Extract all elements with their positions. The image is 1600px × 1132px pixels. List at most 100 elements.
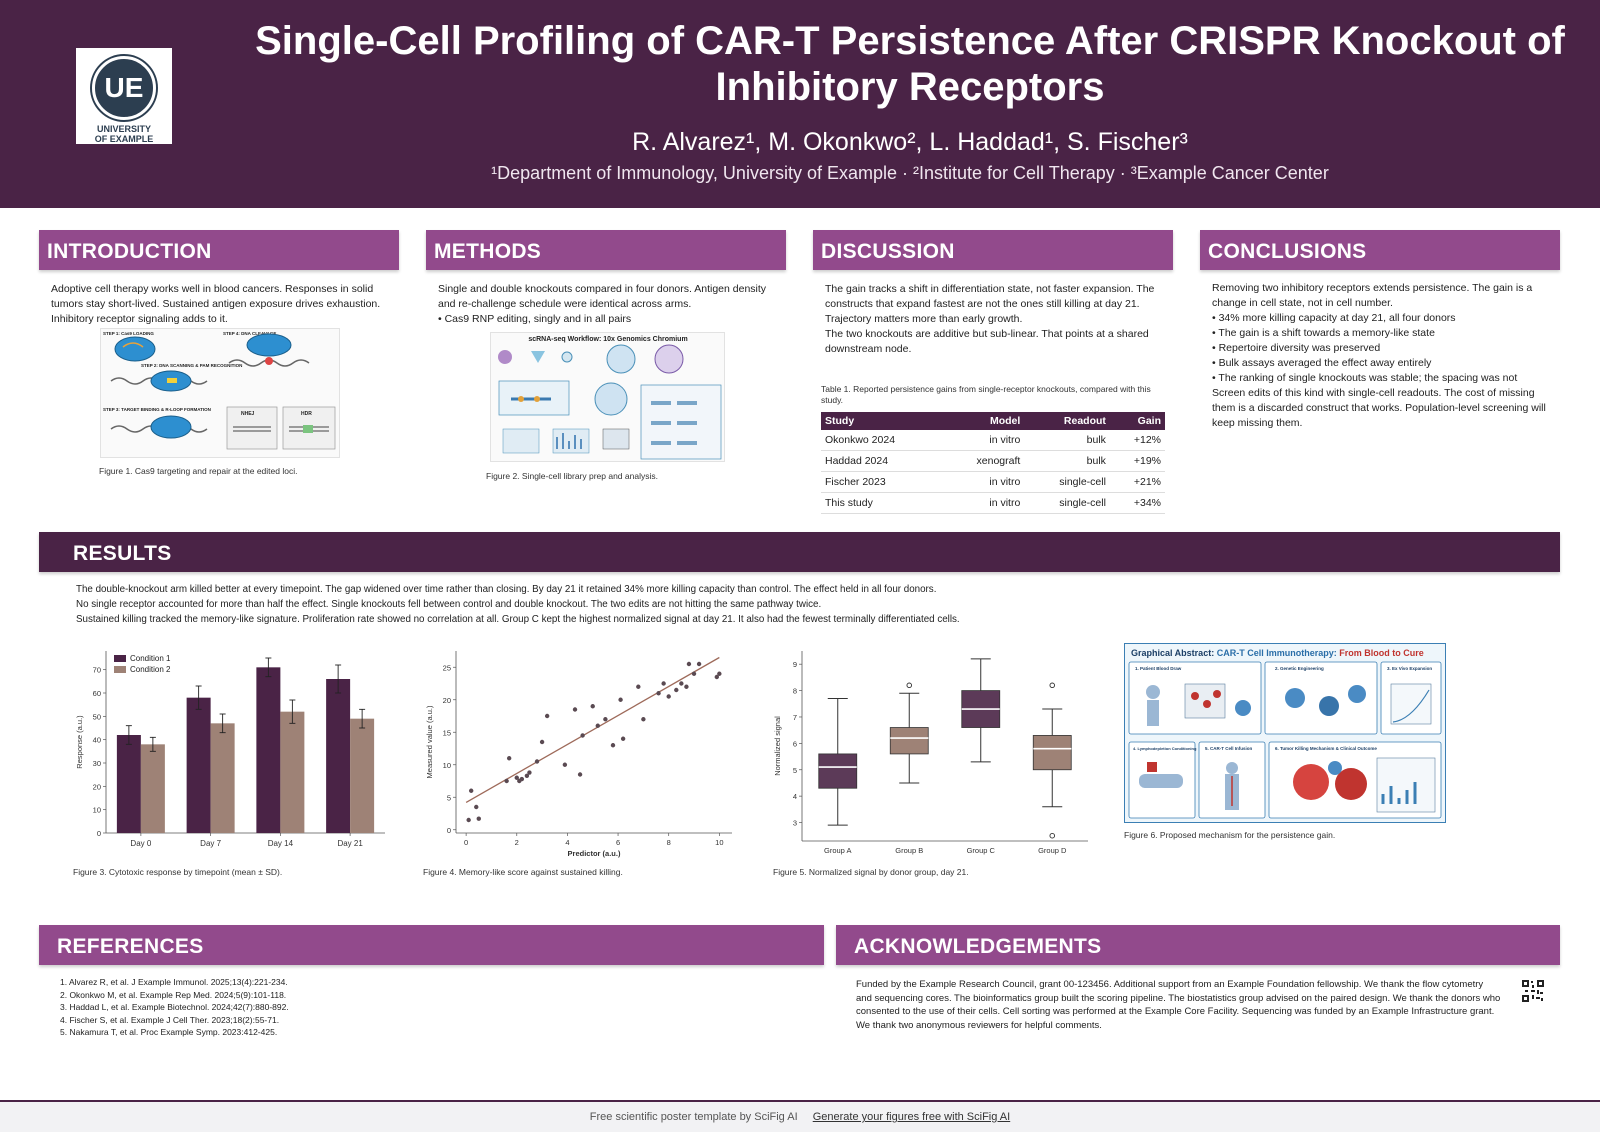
methods-text: Single and double knockouts compared in … <box>438 282 783 327</box>
scatter-point <box>514 775 519 780</box>
y-tick-label: 6 <box>793 739 797 748</box>
table-header-model: Model <box>943 412 1025 430</box>
legend-swatch <box>114 666 126 673</box>
table-cell: single-cell <box>1024 492 1110 514</box>
cas9-illustration: STEP 1: Cas9 LOADING STEP 4: DNA CLEAVAG… <box>103 331 336 450</box>
x-tick-label: 2 <box>515 838 519 847</box>
x-tick-label: Day 14 <box>268 839 294 848</box>
scatter-point <box>572 707 578 712</box>
bar <box>210 723 235 833</box>
fig6-panel-5-label: 5. CAR-T Cell Infusion <box>1205 746 1253 751</box>
x-tick-label: Day 7 <box>200 839 221 848</box>
outlier-point <box>906 682 912 689</box>
introduction-heading: INTRODUCTION <box>39 230 399 270</box>
scatter-point <box>466 817 471 823</box>
table-row: Haddad 2024 xenograft bulk +19% <box>821 450 1165 472</box>
fig1-hdr-label: HDR <box>301 411 312 417</box>
outlier-point <box>1049 682 1056 689</box>
results-heading: RESULTS <box>39 532 1560 572</box>
poster-affiliations: ¹Department of Immunology, University of… <box>491 163 1329 183</box>
y-tick-label: 40 <box>93 736 101 745</box>
figure-6-graphical-abstract: Graphical Abstract: CAR-T Cell Immunothe… <box>1124 643 1446 823</box>
scatter-point <box>527 770 532 775</box>
table-cell: Haddad 2024 <box>821 450 944 472</box>
scatter-point <box>539 739 545 745</box>
poster-header: UE UNIVERSITY OF EXAMPLE Single-Cell Pro… <box>0 0 1600 208</box>
table-row: This study in vitro single-cell +34% <box>821 492 1165 514</box>
scatter-point <box>590 704 595 709</box>
x-tick-label: Group C <box>967 846 996 855</box>
table-cell: +34% <box>1109 492 1165 514</box>
footer-link[interactable]: Generate your figures free with SciFig A… <box>812 1111 1011 1123</box>
scatter-point <box>641 717 646 722</box>
bar <box>256 667 281 833</box>
scatter-point <box>714 674 720 680</box>
legend-label: Condition 2 <box>130 665 171 674</box>
car-t-abstract-illustration: Graphical Abstract: CAR-T Cell Immunothe… <box>1128 648 1442 819</box>
outlier-point <box>1049 832 1056 839</box>
table-header-readout: Readout <box>1024 412 1110 430</box>
legend-label: Condition 1 <box>130 654 171 663</box>
table-cell: +12% <box>1109 430 1165 451</box>
y-tick-label: 3 <box>793 819 797 828</box>
conclusions-bullet: • The ranking of single knockouts was st… <box>1212 372 1518 384</box>
scatter-point <box>691 671 697 676</box>
figure-5-caption: Figure 5. Normalized signal by donor gro… <box>773 867 969 877</box>
scatter-point <box>610 743 616 748</box>
y-tick-label: 70 <box>93 666 101 675</box>
bar <box>140 744 165 833</box>
figure-3-caption: Figure 3. Cytotoxic response by timepoin… <box>73 867 283 877</box>
table-row: Okonkwo 2024 in vitro bulk +12% <box>821 430 1165 451</box>
references-heading: REFERENCES <box>39 925 824 965</box>
legend-swatch <box>114 655 126 662</box>
reference-item: 3. Haddad L, et al. Example Biotechnol. … <box>60 1002 289 1012</box>
qr-code-icon <box>1522 980 1544 1002</box>
poster-footer: Free scientific poster template by SciFi… <box>0 1100 1600 1132</box>
methods-bullet: • Cas9 RNP editing, singly and in all pa… <box>438 313 632 325</box>
logo-badge: UE <box>92 56 156 120</box>
scatter-point <box>686 661 692 667</box>
y-tick-label: 20 <box>443 696 451 705</box>
scatter-point <box>636 684 641 689</box>
methods-heading: METHODS <box>426 230 786 270</box>
table-cell: This study <box>821 492 944 514</box>
y-axis-label: Response (a.u.) <box>75 715 84 769</box>
table-cell: bulk <box>1024 430 1110 451</box>
x-axis-label: Predictor (a.u.) <box>568 849 621 858</box>
table-header-row: Study Model Readout Gain <box>821 412 1165 430</box>
figure-1-cas9-diagram: STEP 1: Cas9 LOADING STEP 4: DNA CLEAVAG… <box>100 328 340 458</box>
bar <box>326 679 351 833</box>
table-cell: Fischer 2023 <box>821 471 944 493</box>
scatter-point <box>620 736 626 741</box>
x-tick-label: Group D <box>1038 846 1067 855</box>
y-tick-label: 5 <box>793 766 797 775</box>
introduction-text: Adoptive cell therapy works well in bloo… <box>51 283 381 325</box>
y-tick-label: 9 <box>793 660 797 669</box>
poster-authors: R. Alvarez¹, M. Okonkwo², L. Haddad¹, S.… <box>632 128 1188 156</box>
fig6-title-part-b: CAR-T Cell Immunotherapy: <box>1217 648 1340 658</box>
scatter-point <box>562 762 568 767</box>
discussion-paragraph-2: The two knockouts are additive but sub-l… <box>825 328 1149 355</box>
scatter-point <box>580 733 585 738</box>
fig6-panel-6-label: 6. Tumor Killing Mechanism & Clinical Ou… <box>1275 746 1377 751</box>
conclusions-bullet: • 34% more killing capacity at day 21, a… <box>1212 312 1456 324</box>
fig6-title-part-a: Graphical Abstract: <box>1131 648 1217 658</box>
fig1-step3-label: STEP 3: TARGET BINDING & R-LOOP FORMATIO… <box>103 407 211 412</box>
x-tick-label: Day 21 <box>337 839 363 848</box>
y-tick-label: 60 <box>93 689 101 698</box>
scatter-point <box>524 773 530 778</box>
logo-text-line2: OF EXAMPLE <box>94 134 154 144</box>
y-axis-label: Normalized signal <box>773 716 782 776</box>
conclusions-bullet: • Bulk assays averaged the effect away e… <box>1212 357 1432 369</box>
table-cell: single-cell <box>1024 471 1110 493</box>
table-1-caption: Table 1. Reported persistence gains from… <box>821 384 1151 405</box>
scatter-point <box>506 756 512 761</box>
table-cell: Okonkwo 2024 <box>821 430 944 451</box>
reference-item: 1. Alvarez R, et al. J Example Immunol. … <box>60 977 288 987</box>
scatter-point <box>476 816 481 821</box>
footer-text: Free scientific poster template by SciFi… <box>589 1111 798 1123</box>
references-list: 1. Alvarez R, et al. J Example Immunol. … <box>60 976 800 1039</box>
y-tick-label: 0 <box>97 829 101 838</box>
scatter-point <box>468 788 474 793</box>
table-cell: xenograft <box>943 450 1025 472</box>
